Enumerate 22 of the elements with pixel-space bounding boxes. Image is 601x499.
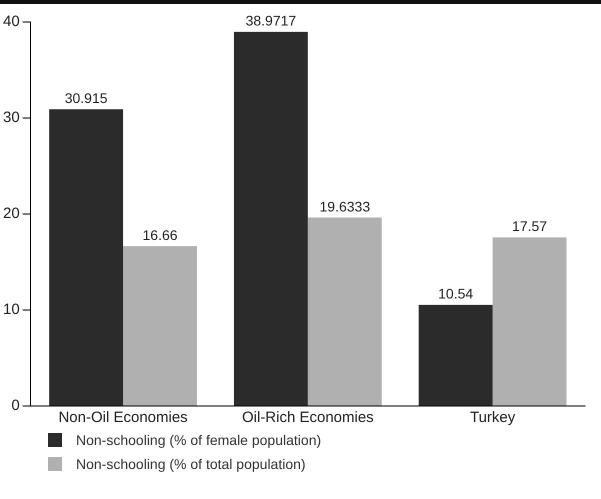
- x-tick-label: Non-Oil Economies: [58, 409, 188, 426]
- y-tick-label: 40: [2, 13, 20, 30]
- y-tick-label: 10: [2, 301, 20, 318]
- y-tick-label: 30: [2, 109, 20, 126]
- data-label: 19.6333: [319, 198, 370, 214]
- data-label: 38.9717: [246, 12, 296, 29]
- data-label: 30.915: [64, 90, 108, 106]
- bar: [492, 237, 567, 406]
- x-tick-label: Turkey: [470, 409, 516, 426]
- bar: [123, 246, 197, 406]
- bar: [234, 32, 308, 406]
- y-tick-label: 20: [2, 205, 20, 222]
- data-label: 17.57: [512, 218, 548, 234]
- data-label: 10.54: [438, 286, 474, 302]
- legend-label: Non-schooling (% of female population): [76, 432, 322, 448]
- legend-label: Non-schooling (% of total population): [76, 456, 306, 472]
- bar: [418, 304, 493, 406]
- data-label: 16.66: [142, 226, 178, 243]
- y-tick-label: 0: [11, 397, 20, 414]
- x-tick-label: Oil-Rich Economies: [242, 409, 374, 426]
- bar: [49, 109, 124, 406]
- bar: [308, 218, 382, 406]
